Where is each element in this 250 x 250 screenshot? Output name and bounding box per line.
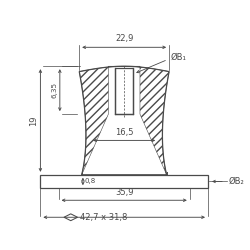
Text: 42,7 x 31,8: 42,7 x 31,8	[80, 213, 128, 222]
Bar	[115, 68, 134, 114]
Text: 19: 19	[30, 115, 38, 126]
Text: 0,8: 0,8	[85, 178, 96, 184]
Text: 16,5: 16,5	[115, 128, 134, 137]
Polygon shape	[79, 66, 169, 175]
Text: 22,9: 22,9	[115, 34, 133, 43]
Text: 6,35: 6,35	[52, 82, 58, 98]
Text: ØB₂: ØB₂	[228, 177, 244, 186]
Text: 35,9: 35,9	[115, 188, 134, 196]
Text: ØB₁: ØB₁	[170, 53, 186, 62]
Bar	[40, 175, 208, 188]
